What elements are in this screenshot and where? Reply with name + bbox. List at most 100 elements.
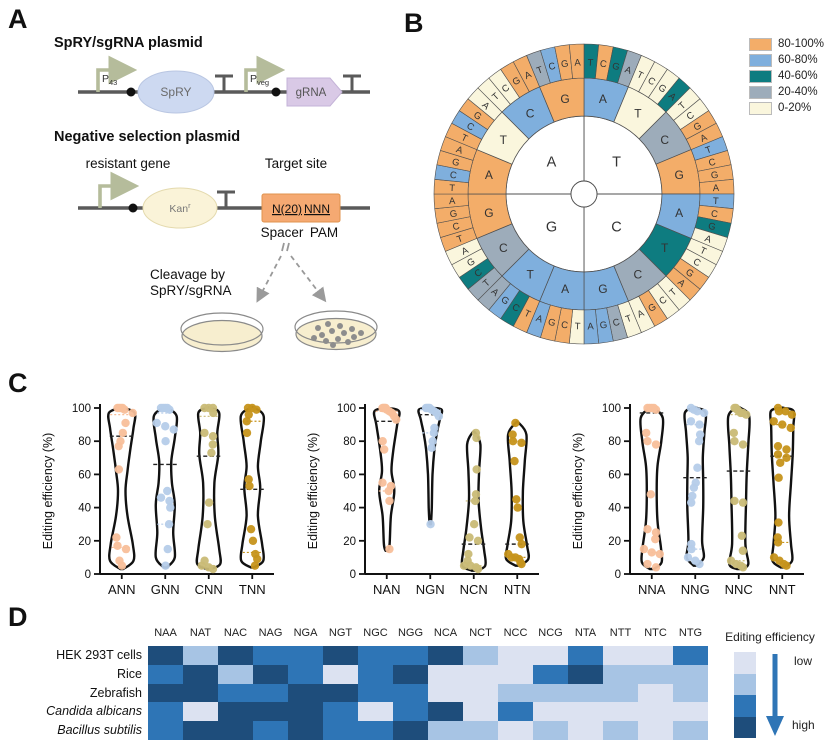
- heatmap-cell: [463, 721, 498, 740]
- wheel-middle-letter: C: [499, 241, 508, 255]
- legend-label: 80-100%: [778, 38, 825, 50]
- x-category-label: NCN: [460, 582, 488, 597]
- data-point: [429, 428, 439, 438]
- data-point: [647, 548, 656, 557]
- data-point: [738, 563, 748, 572]
- data-point: [118, 428, 128, 438]
- heatmap-cell: [218, 683, 253, 703]
- wheel-middle-letter: G: [598, 282, 607, 296]
- data-point: [787, 410, 797, 419]
- promoter-icon: [98, 171, 140, 208]
- data-point: [253, 554, 262, 564]
- panel-label-c: C: [8, 368, 28, 398]
- heatmap-cell: [323, 664, 358, 684]
- heatmap-cell: [533, 683, 568, 703]
- data-point: [250, 561, 260, 570]
- legend-label: 20-40%: [778, 86, 818, 98]
- data-point: [769, 417, 778, 426]
- data-point: [510, 456, 519, 466]
- wheel-inner-letter: A: [547, 154, 557, 170]
- heatmap-row-label: HEK 293T cells: [56, 648, 142, 662]
- wheel-outer-letter: C: [599, 58, 608, 70]
- heatmap-cell: [568, 646, 603, 665]
- legend-label: 0-20%: [778, 102, 812, 114]
- x-category-label: TNN: [239, 582, 266, 597]
- data-point: [695, 420, 704, 429]
- legend-swatch: [749, 85, 772, 99]
- kan-gene-shape: [142, 187, 218, 229]
- data-point: [688, 491, 697, 501]
- wheel-inner-letter: C: [611, 220, 621, 236]
- data-point: [472, 433, 481, 443]
- data-point: [651, 440, 661, 449]
- wheel-outer-letter: G: [710, 170, 719, 182]
- y-tick-label: 40: [78, 503, 91, 515]
- heatmap-cell: [393, 702, 428, 722]
- pam-wheel-legend: 80-100% 60-80% 40-60% 20-40% 0-20%: [749, 37, 825, 115]
- y-tick-label: 0: [350, 569, 356, 581]
- wheel-outer-letter: G: [707, 221, 717, 233]
- heatmap-cell: [603, 721, 638, 740]
- heatmap-cell: [673, 664, 708, 684]
- wheel-outer-letter: T: [574, 321, 581, 332]
- data-point: [113, 541, 122, 550]
- legend-item: 60-80%: [749, 53, 824, 67]
- wheel-middle-letter: G: [674, 168, 683, 182]
- heatmap-cell: [393, 646, 428, 665]
- promoter-pveg-label: Pveg: [250, 73, 269, 87]
- violin-outline: [417, 406, 444, 526]
- violin-outline: [372, 406, 401, 552]
- legend-swatch: [749, 101, 772, 115]
- data-point: [428, 437, 437, 446]
- wheel-outer-letter: A: [712, 183, 720, 194]
- target-site-box: [261, 193, 341, 223]
- data-point: [695, 430, 705, 439]
- data-point: [781, 407, 790, 416]
- data-point: [163, 544, 172, 554]
- y-tick-label: 100: [602, 403, 621, 415]
- data-point: [459, 561, 469, 570]
- wheel-outer-letter: C: [510, 302, 522, 315]
- panel-label-b: B: [404, 8, 424, 38]
- wheel-outer-letter: T: [490, 91, 502, 103]
- data-point: [128, 408, 137, 418]
- wheel-outer-letter: T: [535, 64, 544, 76]
- low-to-high-arrow-icon: [766, 654, 784, 736]
- wheel-middle-letter: G: [560, 92, 569, 106]
- plasmid-schematic: SpRY/sgRNA plasmid P43 SpRY Pveg gRNA Ne…: [54, 35, 378, 353]
- x-category-label: NNC: [725, 582, 753, 597]
- heatmap-cell: [323, 683, 358, 703]
- heatmap-cell: [393, 664, 428, 684]
- x-category-label: NAN: [373, 582, 400, 597]
- data-point: [778, 420, 787, 429]
- data-point: [197, 561, 206, 570]
- wheel-outer-letter: G: [560, 58, 569, 70]
- x-category-label: NNT: [769, 582, 796, 597]
- y-tick-label: 20: [608, 536, 621, 548]
- data-point: [392, 415, 401, 424]
- cleavage-arrow-right: [290, 255, 327, 303]
- heatmap-column-header: NTT: [609, 627, 632, 639]
- heatmap-cell: [288, 664, 323, 684]
- violin-plot-pam-position1: 0 20 40 60 80 100 Editing efficiency (%) ANN GNN…: [41, 403, 274, 597]
- data-point: [773, 538, 783, 547]
- heatmap-cell: [673, 683, 708, 703]
- data-point: [114, 465, 124, 474]
- heatmap-cell: [673, 646, 708, 665]
- heatmap-row-label: Candida albicans: [46, 704, 142, 719]
- wheel-outer-letter: G: [451, 157, 461, 169]
- legend-swatch: [749, 37, 772, 51]
- data-point: [165, 405, 174, 414]
- data-point: [741, 410, 751, 419]
- data-point: [434, 412, 444, 421]
- data-point: [515, 533, 524, 542]
- y-tick-label: 40: [608, 503, 621, 515]
- y-tick-label: 60: [608, 469, 621, 481]
- heatmap-cell: [638, 683, 673, 703]
- wheel-outer-letter: C: [612, 317, 621, 329]
- data-point: [156, 493, 166, 502]
- data-point: [643, 437, 652, 446]
- x-category-label: NNA: [638, 582, 666, 597]
- data-point: [646, 490, 655, 499]
- heatmap-cell: [253, 702, 288, 722]
